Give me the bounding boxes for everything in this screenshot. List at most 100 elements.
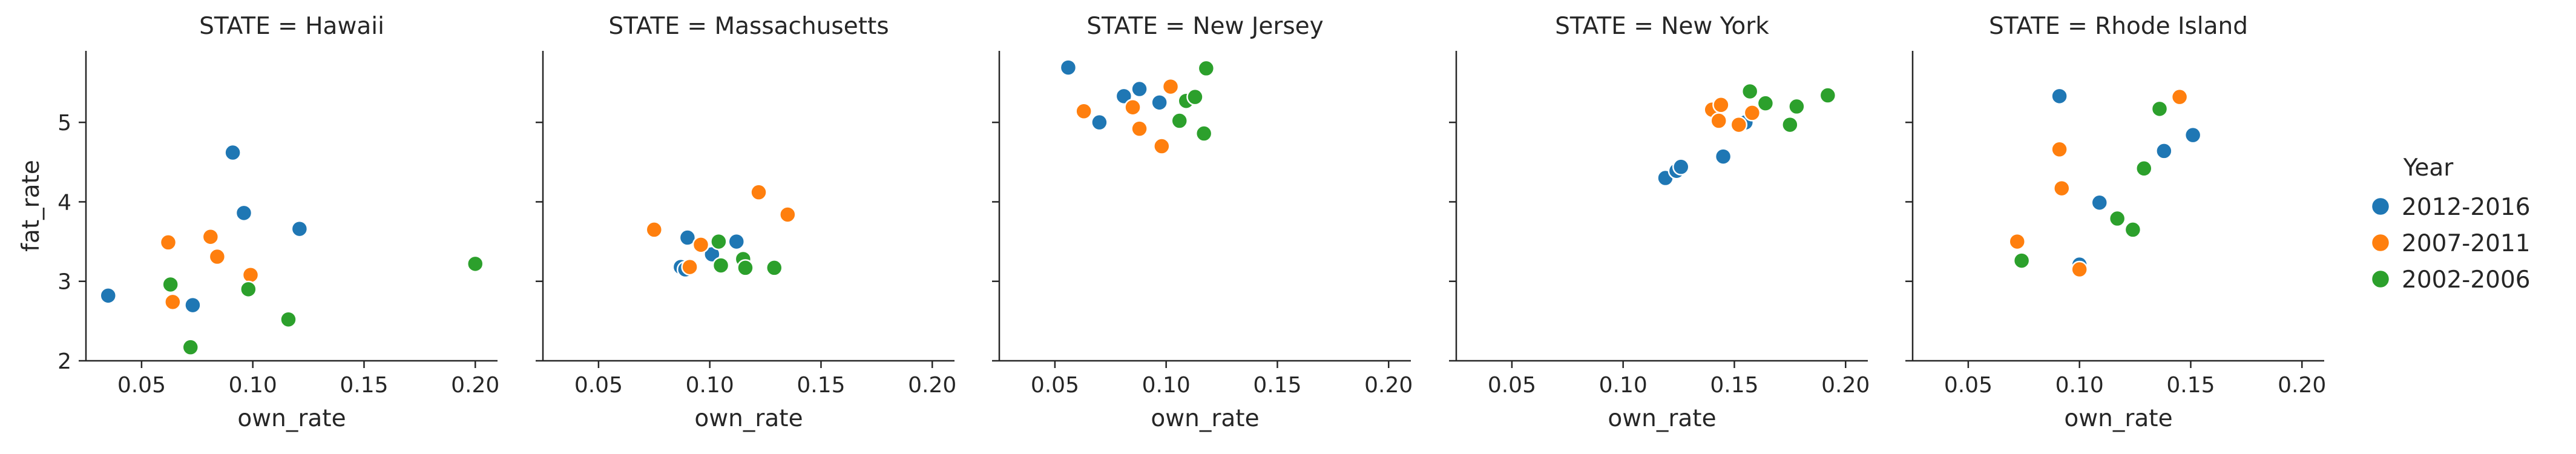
- legend-marker: [2370, 232, 2391, 253]
- x-tick-label: 0.20: [1821, 373, 1870, 398]
- data-point: [1131, 80, 1148, 98]
- data-point: [1091, 113, 1108, 131]
- data-point: [2053, 179, 2071, 197]
- panel-title: STATE = New York: [1555, 13, 1769, 40]
- y-tick-label: 2: [58, 349, 71, 374]
- x-tick-label: 0.15: [2166, 373, 2215, 398]
- data-point: [1171, 112, 1188, 130]
- data-point: [1124, 98, 1142, 116]
- panel-title: STATE = New Jersey: [1086, 13, 1324, 40]
- legend-title: Year: [2403, 154, 2454, 182]
- x-tick-label: 0.15: [1710, 373, 1758, 398]
- data-point: [291, 220, 309, 238]
- data-point: [728, 232, 746, 251]
- data-point: [2184, 126, 2202, 144]
- y-tick-label: 3: [58, 270, 71, 295]
- data-point: [466, 255, 484, 273]
- y-axis-label: fat_rate: [18, 160, 45, 252]
- x-tick-label: 0.15: [1253, 373, 1301, 398]
- data-point: [2124, 221, 2142, 239]
- data-point: [645, 221, 663, 239]
- data-point: [2012, 252, 2031, 269]
- x-tick-label: 0.05: [574, 373, 623, 398]
- x-tick-label: 0.05: [117, 373, 166, 398]
- data-point: [2071, 260, 2088, 278]
- legend-marker: [2370, 196, 2391, 217]
- data-point: [1819, 87, 1837, 104]
- data-point: [2091, 194, 2109, 211]
- data-point: [202, 228, 220, 246]
- data-point: [1195, 125, 1213, 142]
- x-tick-label: 0.15: [340, 373, 388, 398]
- x-axis-label: own_rate: [1608, 405, 1716, 432]
- y-tick-label: 5: [58, 111, 71, 136]
- y-tick-label: 4: [58, 190, 71, 215]
- x-tick-label: 0.05: [1488, 373, 1536, 398]
- data-point: [692, 236, 710, 254]
- data-point: [1197, 59, 1215, 77]
- x-tick-label: 0.10: [686, 373, 734, 398]
- legend-label: 2012-2016: [2402, 194, 2531, 221]
- data-point: [1059, 59, 1077, 76]
- x-tick-label: 0.20: [451, 373, 499, 398]
- data-point: [2155, 142, 2173, 160]
- data-point: [1714, 148, 1732, 165]
- data-point: [710, 232, 728, 251]
- data-point: [2051, 87, 2068, 105]
- panel-title: STATE = Rhode Island: [1989, 13, 2248, 40]
- x-tick-label: 0.20: [2278, 373, 2326, 398]
- data-point: [1153, 137, 1171, 155]
- legend-label: 2007-2011: [2402, 230, 2531, 257]
- data-point: [162, 275, 179, 294]
- data-point: [99, 287, 117, 304]
- x-tick-label: 0.20: [908, 373, 956, 398]
- data-point: [1672, 158, 1690, 176]
- data-point: [712, 257, 730, 274]
- data-point: [2150, 100, 2169, 118]
- x-tick-label: 0.05: [1031, 373, 1079, 398]
- data-point: [224, 143, 242, 162]
- data-point: [235, 204, 253, 222]
- data-point: [2008, 232, 2026, 251]
- data-point: [1743, 104, 1761, 122]
- data-point: [1186, 88, 1204, 106]
- data-point: [240, 280, 257, 298]
- x-axis-label: own_rate: [237, 405, 346, 432]
- data-point: [1712, 96, 1730, 114]
- x-tick-label: 0.20: [1364, 373, 1413, 398]
- x-tick-label: 0.15: [797, 373, 845, 398]
- x-axis-label: own_rate: [2064, 405, 2172, 432]
- data-point: [1131, 120, 1148, 137]
- data-point: [164, 293, 182, 311]
- data-point: [184, 296, 202, 314]
- data-point: [242, 266, 260, 284]
- data-point: [1788, 97, 1806, 116]
- data-point: [182, 338, 200, 356]
- data-point: [1115, 87, 1133, 105]
- data-point: [1756, 94, 1775, 112]
- data-point: [208, 248, 226, 266]
- data-point: [737, 259, 754, 277]
- data-point: [2051, 140, 2068, 159]
- x-axis-label: own_rate: [1151, 405, 1259, 432]
- data-point: [779, 206, 797, 223]
- panel-title: STATE = Hawaii: [199, 13, 384, 40]
- data-point: [1162, 77, 1180, 96]
- data-point: [2170, 88, 2189, 106]
- data-point: [678, 229, 697, 246]
- data-point: [1710, 112, 1727, 130]
- x-tick-label: 0.10: [2055, 373, 2104, 398]
- data-point: [2108, 209, 2126, 228]
- panel-title: STATE = Massachusetts: [608, 13, 889, 40]
- x-tick-label: 0.10: [229, 373, 277, 398]
- data-point: [1730, 116, 1748, 134]
- x-axis-label: own_rate: [694, 405, 803, 432]
- legend-marker: [2370, 269, 2391, 289]
- legend-label: 2002-2006: [2402, 266, 2531, 294]
- data-point: [2135, 160, 2153, 177]
- x-tick-label: 0.05: [1944, 373, 1993, 398]
- x-tick-label: 0.10: [1142, 373, 1191, 398]
- data-point: [750, 183, 767, 201]
- data-point: [1151, 94, 1168, 111]
